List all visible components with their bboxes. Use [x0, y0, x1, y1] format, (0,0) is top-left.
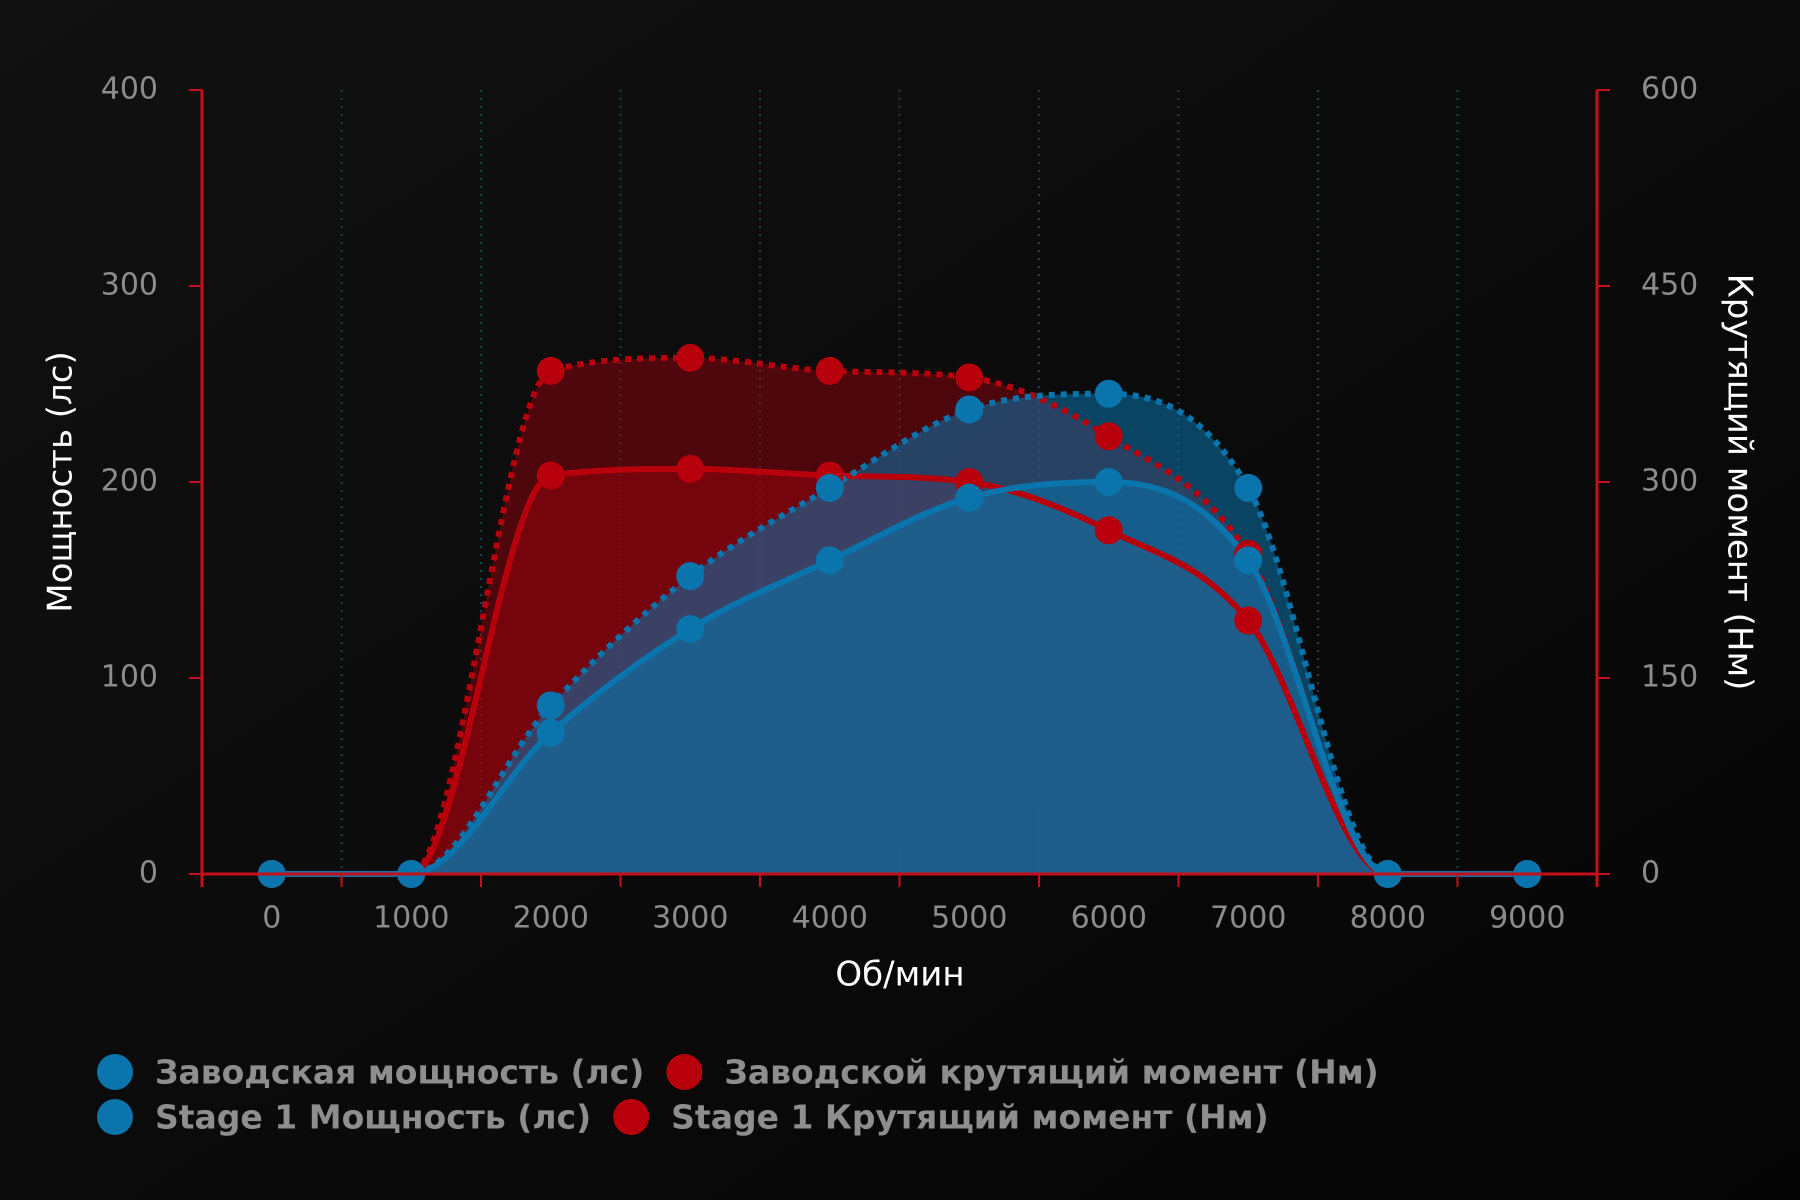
point — [676, 615, 705, 643]
point — [536, 718, 565, 747]
x-tick-label: 0 — [262, 901, 281, 936]
x-tick-label: 8000 — [1350, 901, 1426, 936]
x-tick-label: 5000 — [931, 901, 1007, 936]
y-axis-title: Мощность (лс) — [41, 351, 81, 613]
line — [271, 465, 1528, 878]
legend-item[interactable]: Stage 1 Мощность (лс) — [97, 1098, 591, 1137]
legend-marker — [97, 1099, 133, 1135]
y2-axis-title: Крутящий момент (Нм) — [1720, 274, 1760, 691]
y-tick-label: 300 — [101, 268, 158, 303]
point — [955, 395, 984, 424]
point — [676, 562, 705, 591]
legend-label: Stage 1 Крутящий момент (Нм) — [671, 1098, 1269, 1137]
point — [815, 473, 844, 502]
legend-item[interactable]: Заводская мощность (лс) — [97, 1053, 644, 1092]
legend-label: Заводской крутящий момент (Нм) — [724, 1053, 1378, 1092]
y2-tick-label: 150 — [1641, 660, 1698, 695]
x-tick-label: 1000 — [373, 901, 449, 936]
legend-item[interactable]: Заводской крутящий момент (Нм) — [666, 1053, 1379, 1092]
legend-marker — [97, 1054, 133, 1090]
line — [271, 354, 1528, 878]
point — [1234, 546, 1263, 575]
legend-label: Stage 1 Мощность (лс) — [155, 1098, 591, 1137]
y-tick-label: 200 — [101, 464, 158, 499]
x-axis-title: Об/мин — [835, 955, 964, 995]
y-tick-label: 400 — [101, 72, 158, 107]
x-tick-label: 2000 — [513, 901, 589, 936]
y2-tick-label: 450 — [1641, 268, 1698, 303]
y2-tick-label: 0 — [1641, 856, 1660, 891]
point — [955, 483, 984, 512]
x-tick-label: 6000 — [1071, 901, 1147, 936]
y2-tick-label: 600 — [1641, 72, 1698, 107]
point — [815, 546, 844, 575]
point — [815, 356, 844, 385]
point — [955, 363, 984, 392]
point — [1094, 422, 1123, 451]
point — [536, 691, 565, 720]
point — [1094, 468, 1123, 496]
point — [1234, 473, 1263, 502]
x-tick-label: 4000 — [792, 901, 868, 936]
area — [271, 482, 1528, 874]
x-tick-label: 3000 — [652, 901, 728, 936]
line — [271, 479, 1528, 878]
legend-label: Заводская мощность (лс) — [155, 1053, 644, 1092]
legend-item[interactable]: Stage 1 Крутящий момент (Нм) — [613, 1098, 1269, 1137]
x-tick-label: 9000 — [1489, 901, 1565, 936]
legend-marker — [613, 1099, 650, 1135]
point — [1094, 516, 1123, 545]
x-tick-label: 7000 — [1210, 901, 1286, 936]
legend-marker — [666, 1054, 703, 1090]
y-tick-label: 0 — [139, 856, 158, 891]
point — [676, 343, 705, 372]
y-tick-label: 100 — [101, 660, 158, 695]
line — [271, 390, 1528, 878]
point — [536, 356, 565, 385]
point — [536, 461, 565, 490]
point — [1094, 379, 1123, 408]
y2-tick-label: 300 — [1641, 464, 1698, 499]
point — [1234, 606, 1263, 635]
point — [676, 454, 705, 483]
